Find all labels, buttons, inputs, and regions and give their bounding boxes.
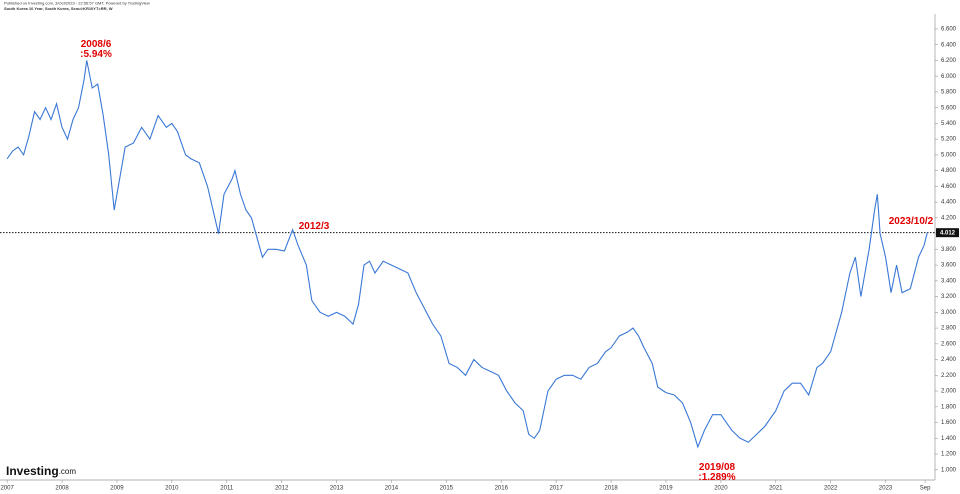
x-tick-label: 2012 bbox=[275, 486, 289, 492]
y-tick-label: 6.600 bbox=[941, 27, 957, 33]
annotation-line: 2008/6 bbox=[81, 39, 112, 50]
y-tick-label: 1.200 bbox=[941, 452, 957, 458]
header: Published on Investing.com, 3/Oct/2023 -… bbox=[4, 1, 150, 6]
x-tick-label: 2009 bbox=[110, 486, 124, 492]
annotation: 2019/08:1.289% bbox=[698, 462, 735, 483]
y-tick-label: 5.000 bbox=[941, 152, 957, 158]
y-tick-label: 5.200 bbox=[941, 137, 957, 143]
y-tick-label: 3.800 bbox=[941, 247, 957, 253]
x-tick-label: 2021 bbox=[769, 486, 783, 492]
y-tick-label: 4.600 bbox=[941, 184, 957, 190]
annotation-line: 2012/3 bbox=[299, 221, 330, 232]
x-tick-label: Sep bbox=[920, 486, 931, 492]
annotation: 2023/10/2 bbox=[889, 216, 934, 227]
y-tick-label: 1.600 bbox=[941, 420, 957, 426]
x-tick-label: 2022 bbox=[824, 486, 838, 492]
x-tick-label: 2013 bbox=[330, 486, 344, 492]
x-tick-label: 2016 bbox=[495, 486, 509, 492]
y-tick-label: 4.200 bbox=[941, 215, 957, 221]
last-value-box bbox=[936, 228, 959, 238]
annotation-line: 2023/10/2 bbox=[889, 216, 934, 227]
annotation-line: 2019/08 bbox=[699, 462, 736, 473]
y-tick-label: 5.400 bbox=[941, 121, 957, 127]
annotation-line: :1.289% bbox=[698, 472, 735, 483]
y-tick-label: 6.200 bbox=[941, 58, 957, 64]
annotation: 2012/3 bbox=[299, 221, 330, 232]
x-tick-label: 2011 bbox=[220, 486, 234, 492]
y-tick-label: 2.200 bbox=[941, 373, 957, 379]
x-tick-label: 2019 bbox=[659, 486, 673, 492]
x-tick-label: 2007 bbox=[0, 486, 14, 492]
logo: Investing.com bbox=[6, 464, 76, 478]
x-tick-label: 2015 bbox=[440, 486, 454, 492]
x-tick-label: 2017 bbox=[549, 486, 563, 492]
y-tick-label: 1.400 bbox=[941, 436, 957, 442]
y-tick-label: 2.600 bbox=[941, 341, 957, 347]
x-tick-label: 2023 bbox=[879, 486, 893, 492]
x-tick-label: 2020 bbox=[714, 486, 728, 492]
subtitle: South Korea 10 Year, South Korea, Seoul:… bbox=[4, 6, 113, 11]
y-tick-label: 4.400 bbox=[941, 200, 957, 206]
y-tick-label: 2.400 bbox=[941, 357, 957, 363]
x-tick-label: 2008 bbox=[55, 486, 69, 492]
annotation-line: :5.94% bbox=[80, 49, 112, 60]
y-tick-label: 3.400 bbox=[941, 278, 957, 284]
y-tick-label: 5.600 bbox=[941, 105, 957, 111]
y-tick-label: 6.400 bbox=[941, 42, 957, 48]
y-tick-label: 2.000 bbox=[941, 389, 957, 395]
x-tick-label: 2018 bbox=[604, 486, 618, 492]
line bbox=[6, 60, 928, 449]
last-value-label: 4.012 bbox=[940, 230, 956, 236]
y-tick-label: 3.200 bbox=[941, 294, 957, 300]
y-tick-label: 1.000 bbox=[941, 467, 957, 473]
x-tick-label: 2010 bbox=[165, 486, 179, 492]
y-tick-label: 5.800 bbox=[941, 90, 957, 96]
y-tick-label: 3.600 bbox=[941, 263, 957, 269]
y-tick-label: 4.800 bbox=[941, 168, 957, 174]
logo-suffix: .com bbox=[59, 467, 77, 476]
annotation: 2008/6:5.94% bbox=[80, 39, 112, 60]
x-tick-label: 2014 bbox=[385, 486, 399, 492]
y-tick-label: 2.800 bbox=[941, 326, 957, 332]
y-tick-label: 1.800 bbox=[941, 404, 957, 410]
y-tick-label: 6.000 bbox=[941, 74, 957, 80]
logo-main: Investing bbox=[6, 464, 59, 478]
y-tick-label: 3.000 bbox=[941, 310, 957, 316]
